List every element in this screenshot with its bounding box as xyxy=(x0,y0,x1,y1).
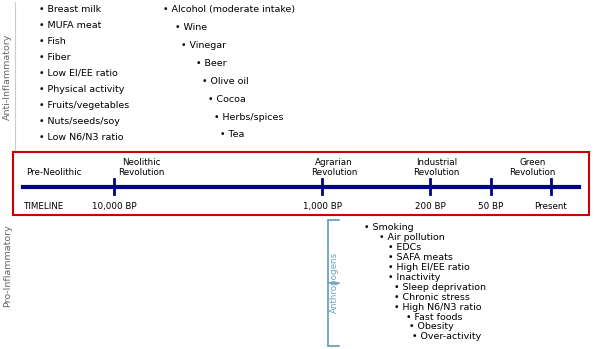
Text: 10,000 BP: 10,000 BP xyxy=(92,202,137,211)
Text: • Air pollution: • Air pollution xyxy=(379,233,445,242)
Text: 50 BP: 50 BP xyxy=(478,202,503,211)
Text: 200 BP: 200 BP xyxy=(415,202,446,211)
Text: • Beer: • Beer xyxy=(196,59,226,68)
Text: Pre-Neolithic: Pre-Neolithic xyxy=(26,168,82,177)
Text: • Tea: • Tea xyxy=(220,131,244,140)
Text: • Obesity: • Obesity xyxy=(409,322,454,332)
Text: Neolithic
Revolution: Neolithic Revolution xyxy=(118,158,165,177)
Text: • Fruits/vegetables: • Fruits/vegetables xyxy=(39,101,129,110)
Text: Anthropogens: Anthropogens xyxy=(330,252,338,313)
Text: 1,000 BP: 1,000 BP xyxy=(303,202,341,211)
Text: • EDCs: • EDCs xyxy=(388,243,421,252)
Text: Anti-Inflammatory: Anti-Inflammatory xyxy=(3,34,11,120)
Text: • High EI/EE ratio: • High EI/EE ratio xyxy=(388,263,470,272)
Text: • Smoking: • Smoking xyxy=(364,223,414,232)
Text: • Nuts/seeds/soy: • Nuts/seeds/soy xyxy=(39,117,120,126)
Text: • Chronic stress: • Chronic stress xyxy=(394,293,470,302)
Text: Present: Present xyxy=(535,202,567,211)
Text: Green
Revolution: Green Revolution xyxy=(509,158,556,177)
Text: • Cocoa: • Cocoa xyxy=(208,95,246,104)
Text: • Fiber: • Fiber xyxy=(39,53,71,62)
Text: • Low EI/EE ratio: • Low EI/EE ratio xyxy=(39,69,118,78)
Text: • Wine: • Wine xyxy=(175,23,206,32)
Text: TIMELINE: TIMELINE xyxy=(23,202,63,211)
Text: Pro-Inflammatory: Pro-Inflammatory xyxy=(3,225,11,307)
Text: • Herbs/spices: • Herbs/spices xyxy=(214,113,283,121)
Text: • Fish: • Fish xyxy=(39,37,66,46)
Text: • Olive oil: • Olive oil xyxy=(202,77,248,86)
Text: • Inactivity: • Inactivity xyxy=(388,273,441,282)
Text: • Physical activity: • Physical activity xyxy=(39,85,125,94)
Text: • High N6/N3 ratio: • High N6/N3 ratio xyxy=(394,303,482,312)
Text: • Over-activity: • Over-activity xyxy=(412,332,482,341)
Text: • Vinegar: • Vinegar xyxy=(181,41,226,50)
Text: Agrarian
Revolution: Agrarian Revolution xyxy=(311,158,358,177)
Text: • Low N6/N3 ratio: • Low N6/N3 ratio xyxy=(39,132,123,141)
Text: Industrial
Revolution: Industrial Revolution xyxy=(413,158,460,177)
Text: • SAFA meats: • SAFA meats xyxy=(388,253,453,262)
Text: • Alcohol (moderate intake): • Alcohol (moderate intake) xyxy=(163,5,294,14)
Text: • Fast foods: • Fast foods xyxy=(406,313,463,321)
Text: • Breast milk: • Breast milk xyxy=(39,5,101,14)
Text: • Sleep deprivation: • Sleep deprivation xyxy=(394,283,486,292)
Text: • MUFA meat: • MUFA meat xyxy=(39,21,102,30)
